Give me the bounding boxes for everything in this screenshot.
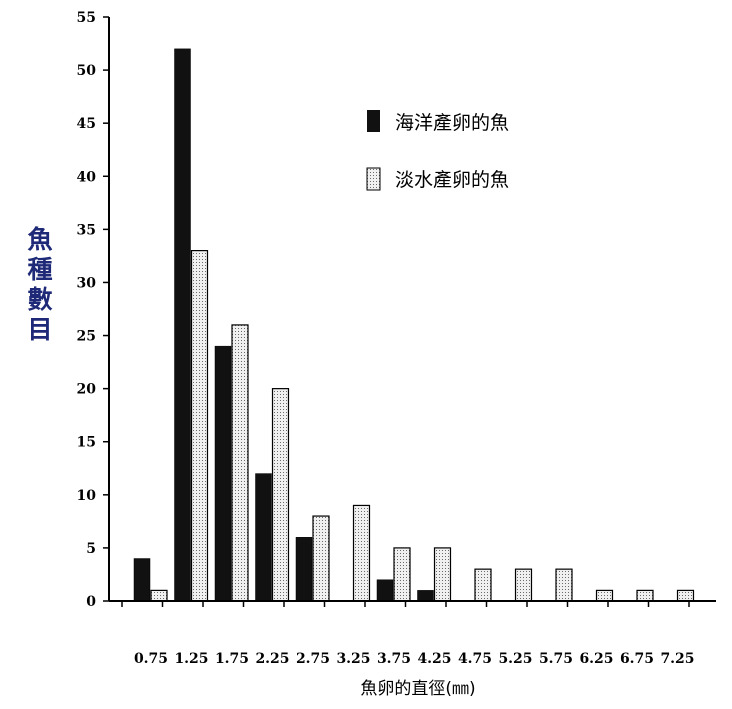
x-axis-label: 魚卵的直徑(㎜) bbox=[360, 679, 475, 699]
y-tick-label: 15 bbox=[77, 435, 96, 451]
bar-freshwater-2.25 bbox=[271, 388, 290, 602]
y-tick-label: 20 bbox=[77, 382, 97, 398]
y-tick-label: 30 bbox=[77, 275, 97, 291]
y-axis-label-char: 數 bbox=[27, 285, 52, 314]
x-tick-label: 6.75 bbox=[620, 651, 654, 667]
y-axis-label-char: 目 bbox=[27, 315, 52, 344]
x-tick-label: 3.25 bbox=[336, 651, 370, 667]
x-tick-label: 1.75 bbox=[215, 651, 249, 667]
bar-freshwater-3.25 bbox=[352, 504, 371, 602]
x-tick-label: 4.25 bbox=[417, 651, 451, 667]
x-axis-ticks: 0.75 1.25 1.75 2.25 2.75 3.25 3.75 4.25 4.75 5.25… bbox=[121, 601, 695, 667]
y-axis-label-char: 魚 bbox=[27, 225, 52, 254]
legend-label-freshwater: 淡水產卵的魚 bbox=[395, 169, 509, 191]
bar-marine-1.25 bbox=[174, 48, 191, 602]
bar-freshwater-4.75 bbox=[474, 568, 492, 602]
bar-freshwater-3.75 bbox=[393, 547, 411, 602]
y-tick-label: 0 bbox=[86, 594, 96, 610]
bar-marine-3.75 bbox=[376, 579, 394, 602]
bar-freshwater-5.25 bbox=[514, 568, 533, 602]
x-tick-label: 5.25 bbox=[498, 651, 532, 667]
bar-marine-4.25 bbox=[417, 590, 434, 602]
x-tick-label: 5.75 bbox=[539, 651, 573, 667]
bar-marine-2.75 bbox=[295, 537, 313, 602]
y-tick-label: 5 bbox=[86, 541, 96, 557]
y-tick-label: 35 bbox=[77, 222, 96, 238]
legend-swatch-marine bbox=[367, 110, 380, 132]
legend: 海洋產卵的魚 淡水產卵的魚 bbox=[366, 110, 509, 191]
bar-freshwater-4.25 bbox=[433, 547, 452, 602]
y-tick-label: 50 bbox=[77, 63, 97, 79]
legend-label-marine: 海洋產卵的魚 bbox=[395, 112, 509, 134]
bar-freshwater-7.25 bbox=[676, 589, 695, 602]
bar-marine-0.75 bbox=[133, 558, 151, 602]
bar-freshwater-6.25 bbox=[595, 589, 614, 602]
x-tick-label: 7.25 bbox=[660, 651, 694, 667]
x-tick-label: 3.75 bbox=[377, 651, 411, 667]
x-tick-label: 0.75 bbox=[134, 651, 168, 667]
bar-marine-2.25 bbox=[255, 473, 272, 602]
x-tick-label: 4.75 bbox=[458, 651, 492, 667]
x-tick-label: 2.75 bbox=[296, 651, 330, 667]
bar-marine-1.75 bbox=[214, 345, 232, 602]
x-tick-label: 2.25 bbox=[255, 651, 289, 667]
legend-swatch-freshwater bbox=[366, 167, 381, 191]
y-tick-label: 10 bbox=[77, 488, 97, 504]
bars bbox=[133, 48, 695, 602]
x-tick-label: 6.25 bbox=[579, 651, 613, 667]
y-tick-label: 45 bbox=[77, 116, 96, 132]
x-tick-label: 1.25 bbox=[174, 651, 208, 667]
y-axis-label-char: 種 bbox=[27, 255, 52, 284]
bar-freshwater-6.75 bbox=[636, 589, 654, 602]
bar-freshwater-5.75 bbox=[555, 568, 573, 602]
y-tick-label: 40 bbox=[77, 169, 97, 185]
bar-freshwater-1.75 bbox=[231, 324, 249, 602]
y-tick-label: 55 bbox=[77, 10, 96, 26]
y-tick-label: 25 bbox=[77, 329, 96, 345]
y-axis-ticks: 0 5 10 15 20 25 30 35 40 45 50 55 bbox=[77, 10, 109, 610]
bar-freshwater-1.25 bbox=[190, 250, 209, 602]
bar-freshwater-2.75 bbox=[312, 515, 330, 602]
bar-freshwater-0.75 bbox=[150, 589, 168, 602]
